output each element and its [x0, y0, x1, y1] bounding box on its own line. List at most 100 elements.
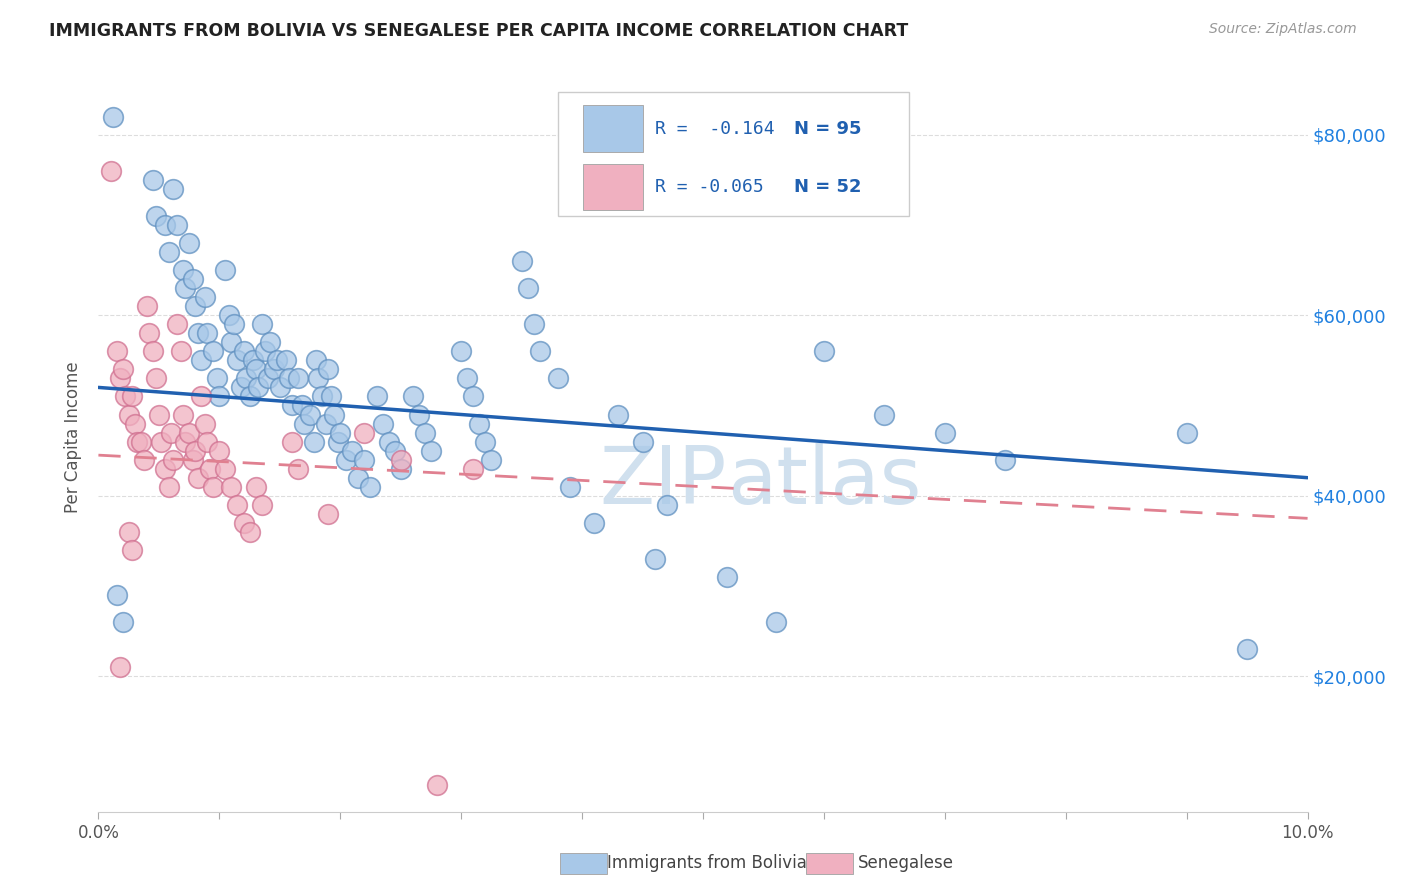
FancyBboxPatch shape	[583, 163, 643, 210]
Point	[290, 399, 312, 413]
Y-axis label: Per Capita Income: Per Capita Income	[65, 361, 83, 513]
Point	[134, 452, 156, 467]
Point	[153, 218, 176, 232]
Point	[205, 371, 228, 385]
Point	[523, 317, 546, 331]
Point	[413, 425, 436, 440]
Point	[108, 660, 131, 674]
Text: Senegalese: Senegalese	[858, 855, 953, 872]
Point	[302, 434, 325, 449]
Point	[250, 498, 273, 512]
Point	[166, 218, 188, 232]
Text: N = 52: N = 52	[794, 178, 862, 195]
Point	[166, 317, 188, 331]
Point	[245, 480, 267, 494]
Point	[239, 524, 262, 539]
Point	[181, 452, 204, 467]
Point	[195, 434, 218, 449]
Text: ZIP: ZIP	[600, 443, 727, 521]
Point	[250, 317, 273, 331]
Point	[389, 461, 412, 475]
Point	[169, 344, 191, 359]
Point	[607, 408, 630, 422]
Point	[299, 408, 322, 422]
Point	[481, 452, 503, 467]
Point	[190, 389, 212, 403]
Point	[214, 461, 236, 475]
Point	[129, 434, 152, 449]
Point	[408, 408, 430, 422]
Point	[150, 434, 173, 449]
Point	[101, 110, 124, 124]
Point	[292, 417, 315, 431]
Point	[157, 245, 180, 260]
Point	[108, 371, 131, 385]
Text: Source: ZipAtlas.com: Source: ZipAtlas.com	[1209, 22, 1357, 37]
Point	[121, 389, 143, 403]
Text: IMMIGRANTS FROM BOLIVIA VS SENEGALESE PER CAPITA INCOME CORRELATION CHART: IMMIGRANTS FROM BOLIVIA VS SENEGALESE PE…	[49, 22, 908, 40]
Point	[226, 353, 249, 368]
Point	[111, 362, 134, 376]
Point	[254, 344, 277, 359]
Point	[1236, 642, 1258, 657]
Point	[195, 326, 218, 341]
Point	[226, 498, 249, 512]
Point	[208, 389, 231, 403]
Point	[765, 615, 787, 629]
Point	[468, 417, 491, 431]
Point	[179, 425, 201, 440]
Point	[174, 281, 197, 295]
Point	[420, 443, 443, 458]
Point	[142, 344, 165, 359]
Point	[198, 461, 221, 475]
Point	[583, 516, 606, 530]
Point	[366, 389, 388, 403]
Point	[360, 480, 382, 494]
Point	[269, 380, 291, 394]
Point	[266, 353, 288, 368]
Point	[153, 461, 176, 475]
Point	[305, 353, 328, 368]
Point	[516, 281, 538, 295]
FancyBboxPatch shape	[806, 853, 853, 874]
Point	[281, 434, 304, 449]
Point	[474, 434, 496, 449]
Point	[145, 371, 167, 385]
Point	[463, 389, 485, 403]
Point	[190, 353, 212, 368]
Point	[1175, 425, 1198, 440]
Point	[242, 353, 264, 368]
Point	[934, 425, 956, 440]
Point	[259, 335, 281, 350]
Point	[235, 371, 257, 385]
Point	[145, 209, 167, 223]
Point	[278, 371, 301, 385]
Text: R =  -0.164: R = -0.164	[655, 120, 775, 137]
Point	[347, 471, 370, 485]
Point	[135, 299, 157, 313]
Point	[510, 254, 533, 268]
Point	[287, 371, 309, 385]
Text: N = 95: N = 95	[794, 120, 862, 137]
Point	[558, 480, 581, 494]
Point	[994, 452, 1017, 467]
Point	[342, 443, 364, 458]
Point	[274, 353, 297, 368]
Point	[162, 452, 184, 467]
Point	[232, 344, 254, 359]
Point	[214, 263, 236, 277]
Point	[311, 389, 333, 403]
Point	[353, 425, 375, 440]
FancyBboxPatch shape	[560, 853, 607, 874]
Point	[287, 461, 309, 475]
Point	[138, 326, 160, 341]
Point	[181, 272, 204, 286]
FancyBboxPatch shape	[583, 105, 643, 152]
Point	[245, 362, 267, 376]
Point	[239, 389, 262, 403]
Point	[631, 434, 654, 449]
Point	[118, 524, 141, 539]
Point	[329, 425, 352, 440]
Point	[111, 615, 134, 629]
Point	[174, 434, 197, 449]
